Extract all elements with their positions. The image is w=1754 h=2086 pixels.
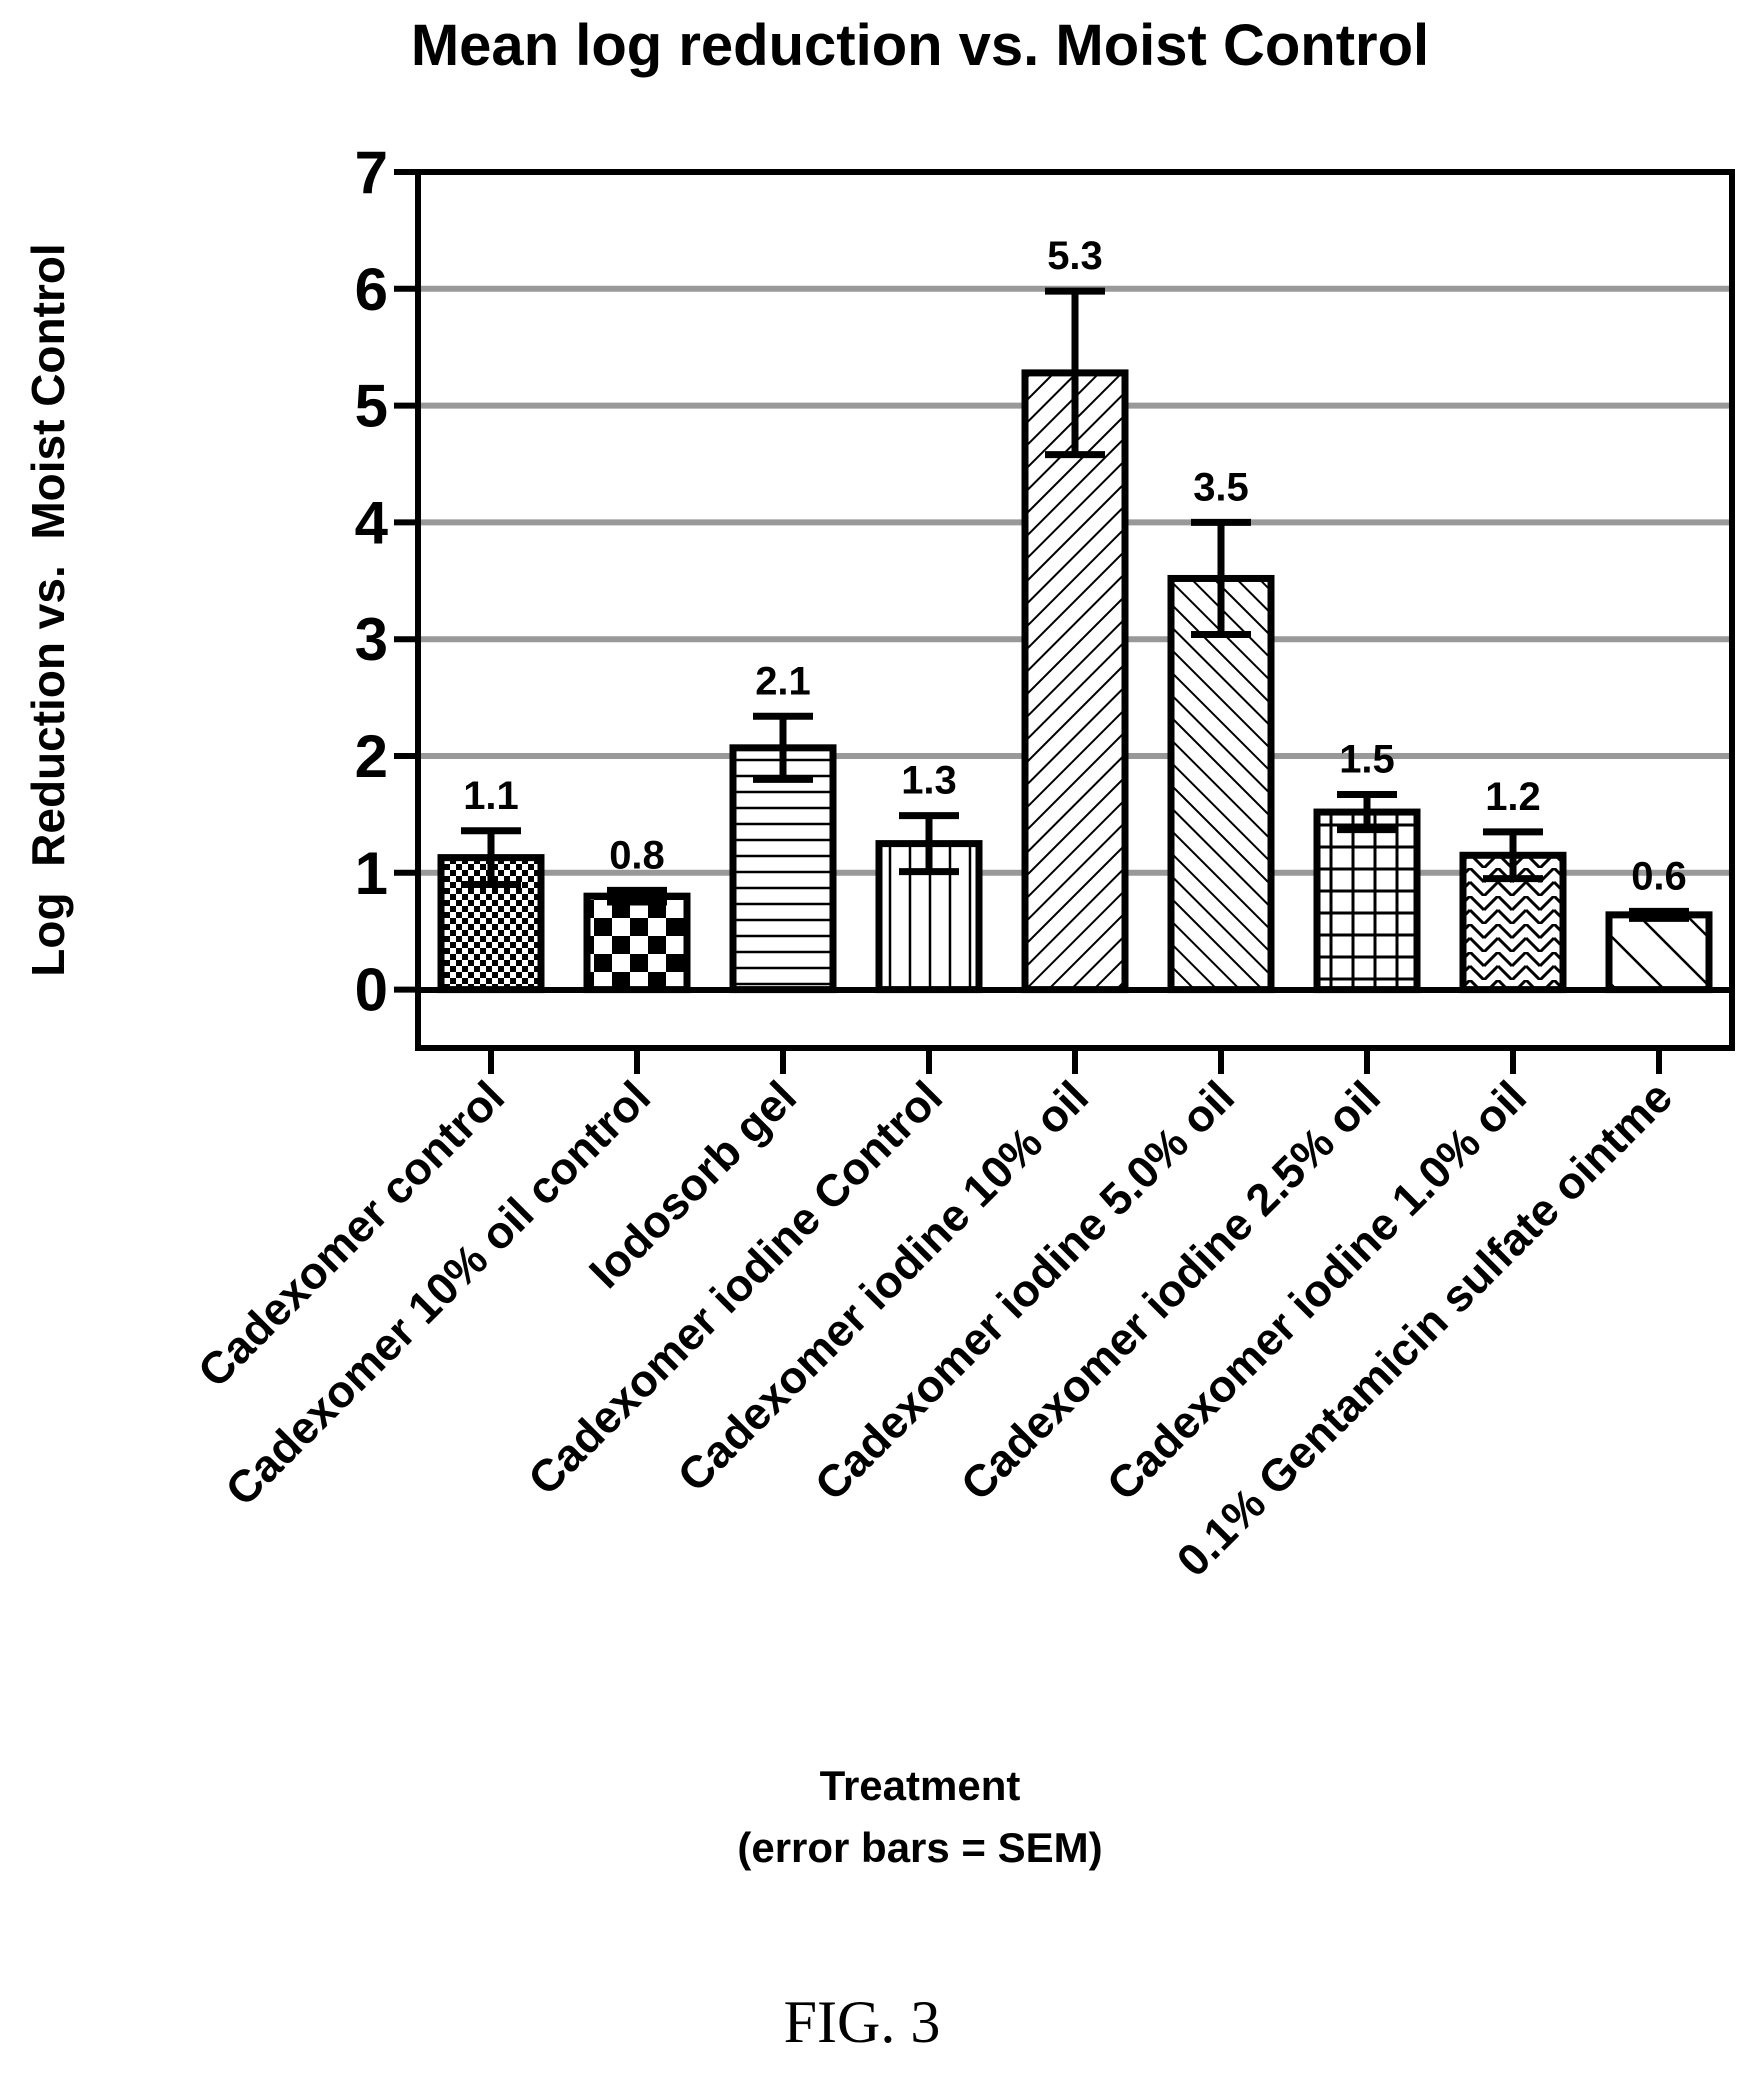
error-bar: [1045, 287, 1105, 459]
bar: [1313, 808, 1421, 994]
y-tick-label: 5: [355, 373, 388, 440]
bars: [437, 369, 1713, 994]
value-label: 5.3: [1047, 234, 1103, 278]
bar: [583, 892, 691, 994]
error-bar: [753, 712, 813, 783]
error-bar: [1629, 907, 1689, 922]
value-label: 1.5: [1339, 738, 1395, 782]
y-tick-label: 4: [355, 489, 389, 556]
x-axis-label-note: (error bars = SEM): [737, 1824, 1102, 1871]
value-label: 0.8: [609, 833, 665, 877]
value-label: 1.1: [463, 774, 519, 818]
value-label: 0.6: [1631, 854, 1687, 898]
value-label: 1.2: [1485, 775, 1541, 819]
y-tick-label: 1: [355, 840, 388, 907]
y-tick-label: 7: [355, 139, 388, 206]
bar: [1021, 369, 1129, 994]
y-axis-ticks: 0 1 2 3 4 5 6 7: [355, 139, 418, 1024]
error-bar: [1337, 791, 1397, 834]
error-bar: [1191, 518, 1251, 639]
chart-title: Mean log reduction vs. Moist Control: [411, 13, 1429, 78]
bar: [729, 744, 837, 994]
error-bar: [461, 827, 521, 888]
value-labels: 1.1 0.8 2.1 1.3 5.3 3.5 1.5 1.2 0.6: [463, 234, 1687, 898]
bar: [1459, 851, 1567, 994]
x-axis-label: Treatment: [820, 1762, 1021, 1809]
y-tick-label: 6: [355, 256, 388, 323]
bar: [1605, 911, 1713, 994]
y-tick-label: 2: [355, 723, 388, 790]
error-bar: [1483, 828, 1543, 883]
value-label: 1.3: [901, 759, 957, 803]
y-axis-label: Log Reduction vs. Moist Control: [22, 243, 74, 976]
error-bars: [461, 287, 1689, 922]
figure-caption: FIG. 3: [784, 1989, 941, 2055]
y-tick-label: 3: [355, 606, 388, 673]
y-tick-label: 0: [355, 957, 388, 1024]
error-bar: [899, 812, 959, 876]
value-label: 2.1: [755, 659, 811, 703]
bar: [1167, 574, 1275, 994]
error-bar: [607, 886, 667, 906]
value-label: 3.5: [1193, 465, 1249, 509]
